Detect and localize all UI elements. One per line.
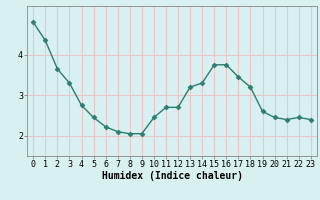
- X-axis label: Humidex (Indice chaleur): Humidex (Indice chaleur): [101, 171, 243, 181]
